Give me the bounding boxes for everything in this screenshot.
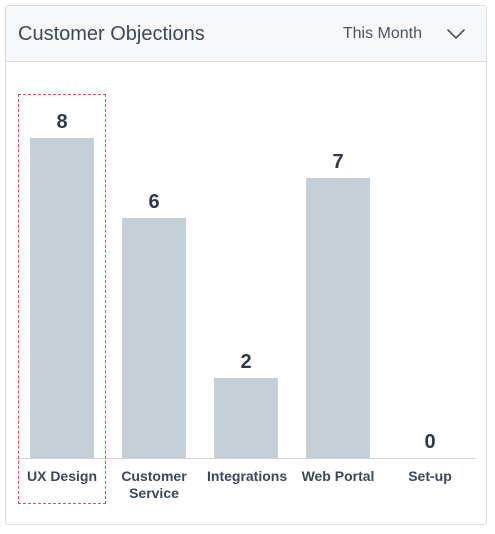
period-dropdown[interactable]: This Month — [343, 20, 466, 48]
period-selected-value[interactable]: This Month — [342, 25, 422, 42]
value-label: 6 — [148, 191, 159, 213]
category-label: Set-up — [408, 468, 452, 484]
chevron-down-icon[interactable] — [446, 28, 466, 40]
category-label: Integrations — [207, 468, 288, 484]
bar-ux-design[interactable] — [30, 138, 94, 458]
card-header: Customer Objections This Month — [6, 6, 486, 62]
category-label: Customer Service — [121, 468, 187, 501]
category-label: UX Design — [26, 468, 97, 484]
value-label: 0 — [424, 431, 435, 453]
bar-web-portal[interactable] — [306, 178, 370, 458]
card-title: Customer Objections — [18, 23, 205, 45]
value-label: 2 — [240, 351, 251, 373]
bar-chart-plot: 8 6 2 7 0 — [16, 111, 476, 459]
bar-integrations[interactable] — [214, 378, 278, 458]
category-label: Web Portal — [301, 468, 375, 484]
value-label: 8 — [56, 111, 67, 133]
customer-objections-card: Customer Objections This Month 8 6 2 7 0 UX … — [5, 5, 487, 525]
value-label: 7 — [332, 151, 343, 173]
bar-customer-service[interactable] — [122, 218, 186, 458]
bar-chart: 8 6 2 7 0 UX Design Customer Service Integrati… — [6, 62, 486, 524]
